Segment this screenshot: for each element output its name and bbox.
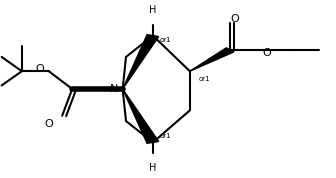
Text: O: O xyxy=(44,119,53,129)
Text: H: H xyxy=(149,163,157,173)
Polygon shape xyxy=(123,35,159,89)
Text: or1: or1 xyxy=(198,76,210,82)
Polygon shape xyxy=(190,48,234,71)
Polygon shape xyxy=(123,89,159,143)
Text: O: O xyxy=(263,48,271,58)
Text: N: N xyxy=(110,84,118,94)
Text: or1: or1 xyxy=(160,133,171,139)
Text: O: O xyxy=(35,64,44,74)
Text: H: H xyxy=(149,5,157,15)
Text: or1: or1 xyxy=(160,37,171,43)
Text: O: O xyxy=(231,14,240,24)
